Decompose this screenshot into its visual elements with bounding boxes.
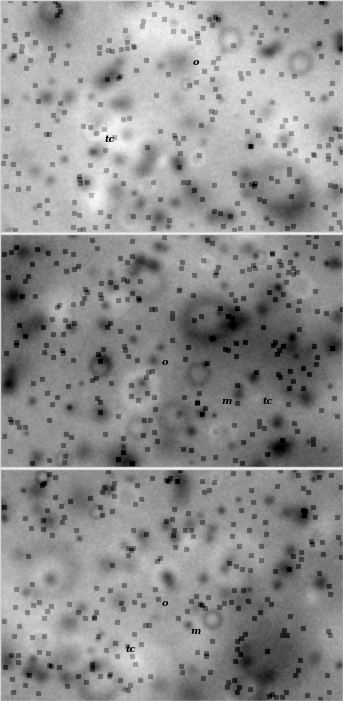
Text: o: o (162, 599, 168, 608)
Text: tc: tc (262, 397, 273, 406)
Text: o: o (162, 358, 168, 367)
Text: tc: tc (125, 646, 135, 654)
Text: m: m (190, 627, 201, 636)
Text: tc: tc (105, 135, 115, 144)
Text: o: o (192, 58, 199, 67)
Text: m: m (221, 397, 232, 406)
